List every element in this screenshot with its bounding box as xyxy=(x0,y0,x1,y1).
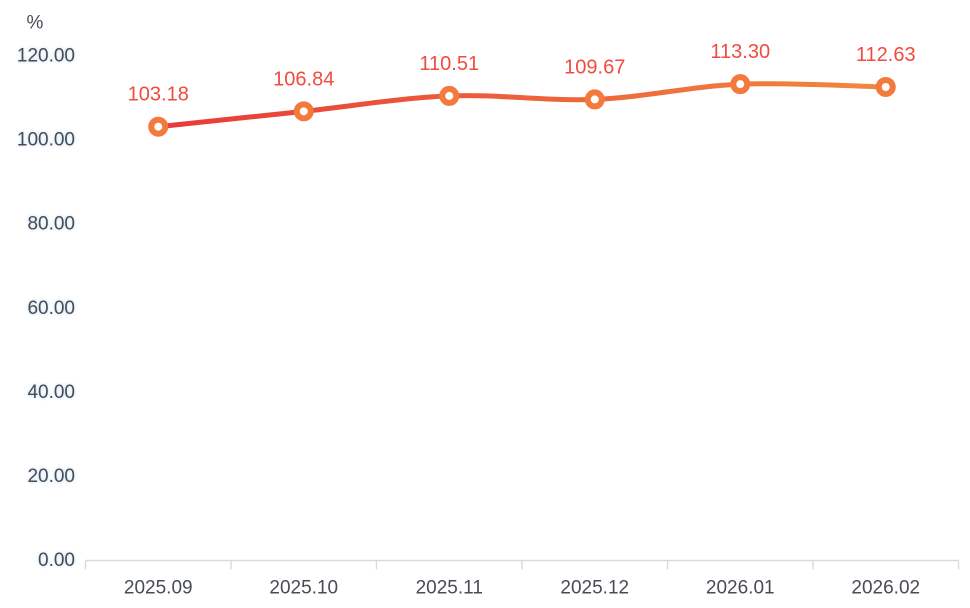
data-point-marker xyxy=(730,74,751,95)
y-axis-tick-label: 0.00 xyxy=(38,550,75,571)
data-point-label: 110.51 xyxy=(419,53,479,75)
y-axis-tick-label: 120.00 xyxy=(17,46,75,67)
data-point-label: 112.63 xyxy=(856,44,916,66)
x-axis-line xyxy=(84,559,960,570)
x-axis-tick-label: 2025.11 xyxy=(416,578,483,599)
x-axis-tick-label: 2026.01 xyxy=(706,578,775,599)
y-axis-tick-label: 20.00 xyxy=(27,466,75,487)
x-axis-tick-label: 2025.12 xyxy=(560,578,629,599)
x-axis-tick-label: 2025.09 xyxy=(124,578,193,599)
y-axis-tick-label: 60.00 xyxy=(27,298,75,319)
y-axis-tick-label: 80.00 xyxy=(27,214,75,235)
data-point-label: 106.84 xyxy=(273,68,334,90)
data-point-label: 109.67 xyxy=(564,56,625,78)
series-line xyxy=(155,81,889,130)
data-point-marker xyxy=(875,76,896,97)
data-point-marker xyxy=(293,101,314,122)
y-axis-unit-label: % xyxy=(27,13,44,34)
data-point-label: 113.30 xyxy=(710,41,770,63)
x-axis-tick-label: 2026.02 xyxy=(851,578,920,599)
y-axis-tick-label: 40.00 xyxy=(27,382,75,403)
data-point-marker xyxy=(439,85,460,106)
y-axis-tick-label: 100.00 xyxy=(17,130,75,151)
data-point-marker xyxy=(148,116,169,137)
data-point-label: 103.18 xyxy=(128,84,189,106)
data-point-marker xyxy=(584,89,605,110)
x-axis-tick-label: 2025.10 xyxy=(269,578,338,599)
